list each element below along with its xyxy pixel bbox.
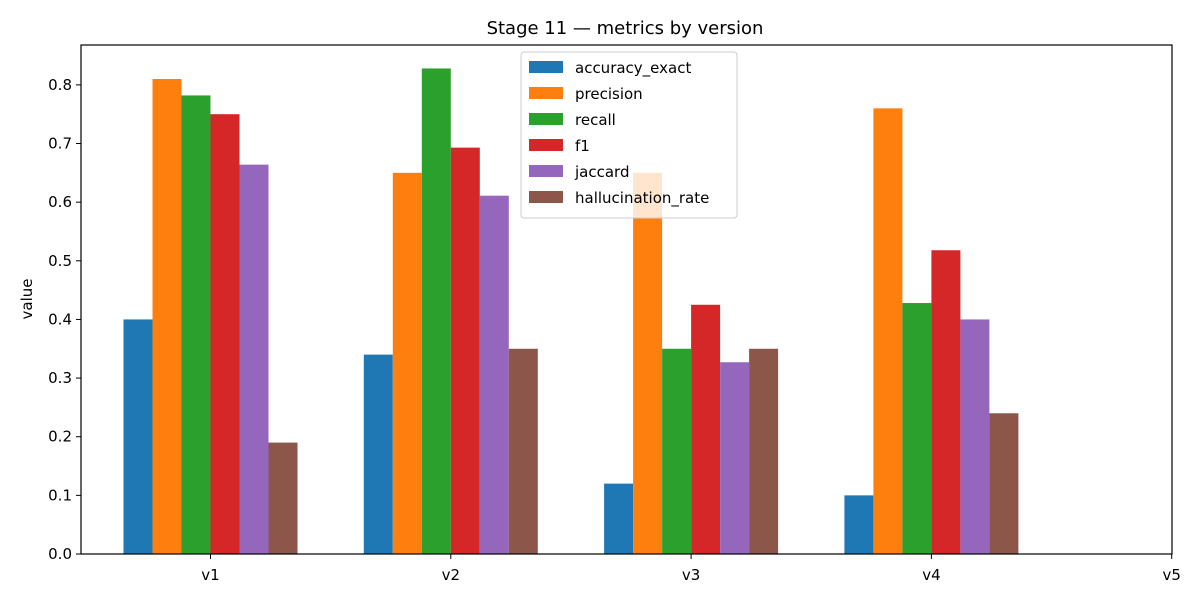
legend-label-recall: recall: [575, 111, 616, 129]
legend-swatch-precision: [529, 87, 563, 99]
bar-recall-v3: [662, 348, 692, 554]
chart-title: Stage 11 — metrics by version: [487, 18, 764, 39]
y-tick-label: 0.7: [48, 135, 72, 153]
x-tick-label: v1: [201, 566, 219, 584]
bar-precision-v3: [633, 172, 663, 554]
legend-label-jaccard: jaccard: [574, 163, 629, 181]
bar-accuracy_exact-v3: [604, 483, 634, 554]
legend-label-hallucination_rate: hallucination_rate: [575, 189, 709, 208]
bar-accuracy_exact-v1: [123, 319, 153, 554]
y-tick-label: 0.0: [48, 545, 72, 563]
bar-hallucination_rate-v4: [989, 413, 1019, 554]
bar-recall-v4: [902, 303, 932, 554]
bar-jaccard-v1: [239, 164, 269, 555]
bar-accuracy_exact-v4: [844, 495, 874, 554]
legend-label-f1: f1: [575, 137, 590, 155]
legend-swatch-hallucination_rate: [529, 191, 563, 203]
bar-f1-v2: [450, 147, 480, 554]
legend-swatch-jaccard: [529, 165, 563, 177]
y-tick-label: 0.1: [48, 486, 72, 504]
legend-box: [520, 51, 738, 219]
bar-f1-v1: [210, 114, 240, 554]
bar-precision-v2: [392, 172, 422, 554]
bar-recall-v1: [181, 95, 211, 554]
bar-jaccard-v3: [720, 362, 750, 554]
legend: accuracy_exact precision recall f1 jaccard ha…: [520, 51, 738, 219]
bar-precision-v4: [873, 108, 903, 555]
x-tick-label: v5: [1162, 566, 1180, 584]
legend-swatch-recall: [529, 113, 563, 125]
y-axis: 0.0 0.1 0.2 0.3 0.4 0.5 0.6 0.7 0.8: [48, 76, 81, 563]
bar-hallucination_rate-v1: [268, 442, 298, 554]
legend-swatch-f1: [529, 139, 563, 151]
x-tick-label: v3: [682, 566, 700, 584]
y-tick-label: 0.5: [48, 252, 72, 270]
y-axis-label: value: [18, 279, 36, 320]
bar-hallucination_rate-v2: [508, 348, 538, 554]
bar-precision-v1: [152, 79, 182, 554]
bar-jaccard-v4: [960, 319, 990, 554]
y-tick-label: 0.2: [48, 428, 72, 446]
bar-f1-v4: [931, 250, 961, 554]
legend-swatch-accuracy_exact: [529, 61, 563, 73]
y-tick-label: 0.8: [48, 76, 72, 94]
plot-frame: [80, 44, 1173, 555]
y-tick-label: 0.4: [48, 310, 72, 328]
bar-f1-v3: [691, 304, 721, 554]
y-tick-label: 0.6: [48, 193, 72, 211]
bar-hallucination_rate-v3: [749, 348, 779, 554]
legend-label-accuracy_exact: accuracy_exact: [575, 59, 691, 78]
y-tick-label: 0.3: [48, 369, 72, 387]
x-tick-label: v4: [922, 566, 940, 584]
plot-area: [123, 68, 1019, 555]
x-axis: v1 v2 v3 v4 v5: [201, 554, 1181, 584]
bar-accuracy_exact-v2: [363, 354, 393, 554]
legend-label-precision: precision: [575, 85, 643, 103]
x-tick-label: v2: [442, 566, 460, 584]
bar-recall-v2: [421, 68, 451, 554]
bar-jaccard-v2: [479, 195, 509, 554]
